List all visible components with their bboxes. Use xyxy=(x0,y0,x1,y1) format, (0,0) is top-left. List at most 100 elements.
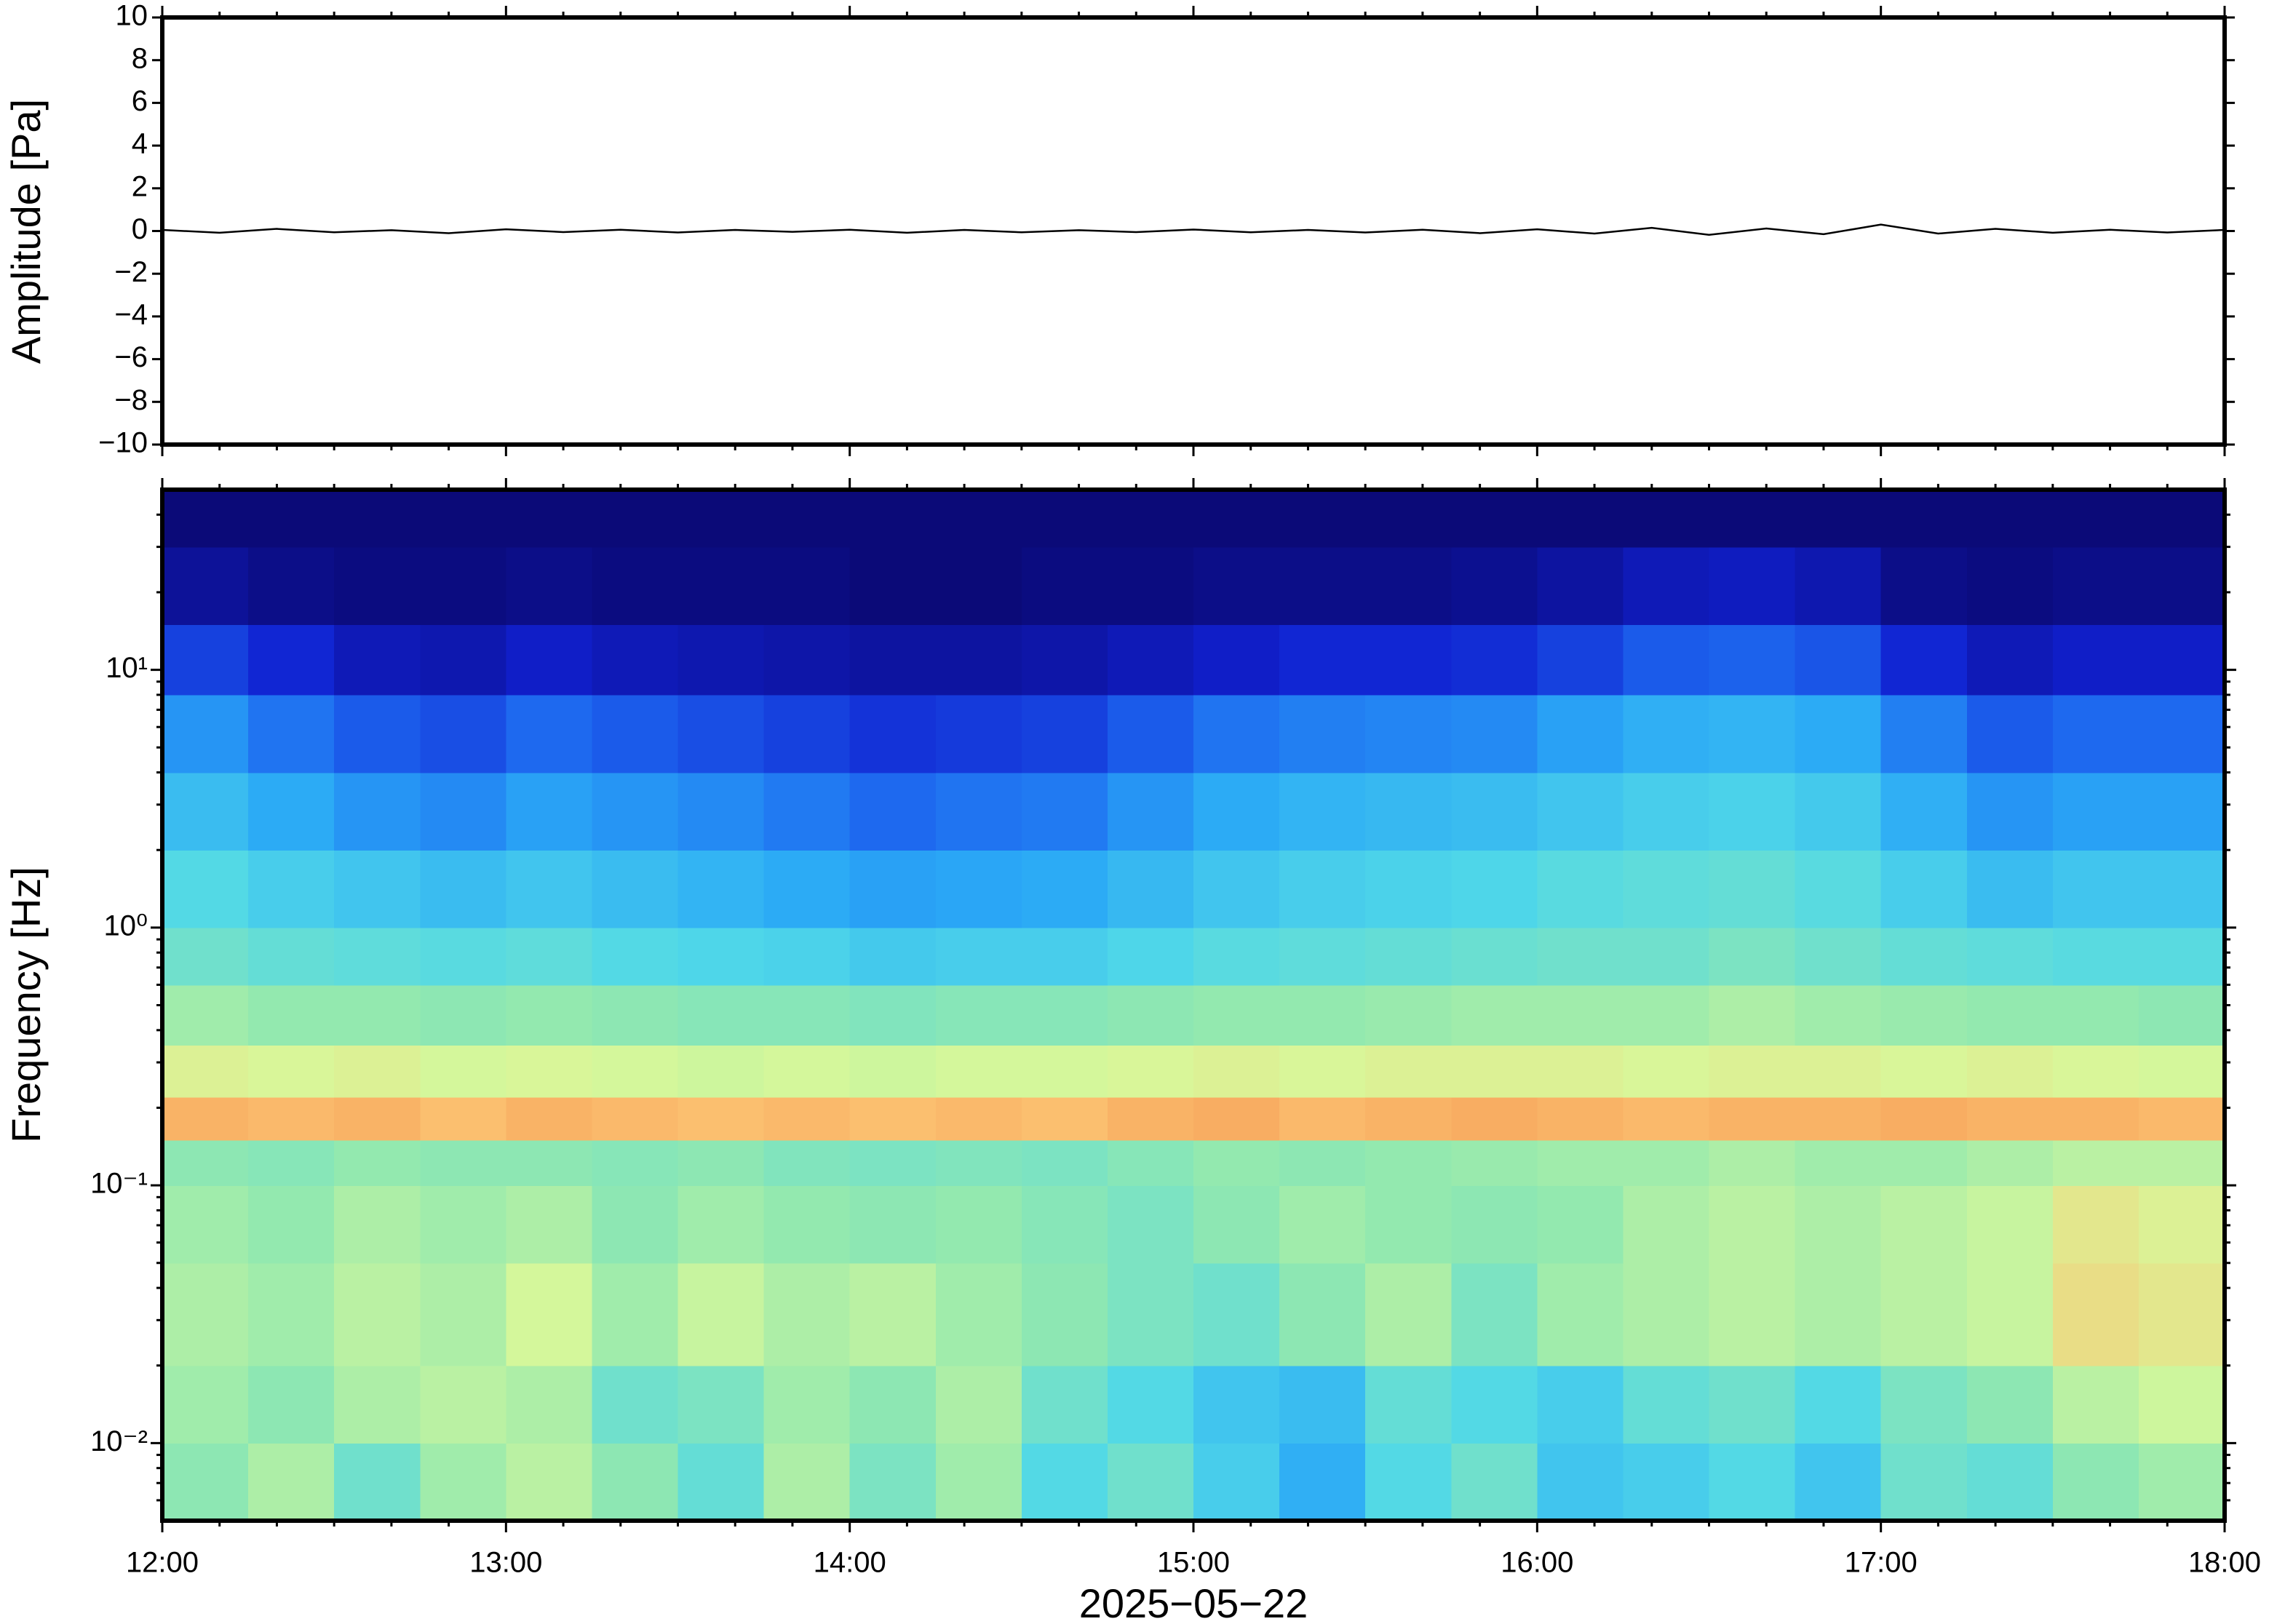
spectrogram-cell xyxy=(1107,1365,1194,1444)
spectrogram-cell xyxy=(1107,546,1194,626)
spectrogram-cell xyxy=(162,1139,249,1186)
spectrogram-cell xyxy=(1623,490,1710,548)
spectrogram-cell xyxy=(2052,1185,2139,1264)
spectrogram-cell xyxy=(1365,1185,1453,1264)
spectrogram-cell xyxy=(1193,1185,1280,1264)
spectrogram-cell xyxy=(1365,1365,1453,1444)
spectrogram-cell xyxy=(162,546,249,626)
spectrogram-cell xyxy=(1279,927,1366,986)
x-tick-label: 12:00 xyxy=(126,1547,199,1579)
spectrogram-cell xyxy=(1880,1096,1968,1141)
spectrogram-cell xyxy=(1709,490,1796,548)
spectrogram-cell xyxy=(2052,850,2139,928)
spectrogram-cell xyxy=(1880,1365,1968,1444)
spectrogram-cell xyxy=(1365,490,1453,548)
spectrogram-cell xyxy=(592,1139,679,1186)
spectrogram-cell xyxy=(1279,850,1366,928)
spectrogram-cell xyxy=(334,984,421,1046)
spectrogram-cell xyxy=(592,546,679,626)
spectrogram-cell xyxy=(2138,1045,2225,1098)
spectrogram-cell xyxy=(763,927,851,986)
spectrogram-cell xyxy=(1279,624,1366,696)
spectrogram-cell xyxy=(1623,927,1710,986)
spectrogram-cell xyxy=(1107,850,1194,928)
spectrogram-cell xyxy=(334,1443,421,1521)
spectrogram-cell xyxy=(2138,1365,2225,1444)
spectrogram-cell xyxy=(1623,694,1710,773)
spectrogram-cell xyxy=(1279,1443,1366,1521)
spectrogram-cell xyxy=(1966,772,2054,851)
spectrogram-cell xyxy=(1880,1185,1968,1264)
spectrogram-cell xyxy=(1021,1139,1108,1186)
spectrogram-cell xyxy=(162,490,249,548)
spectrogram-cell xyxy=(1021,490,1108,548)
spectrogram-cell xyxy=(592,1045,679,1098)
spectrogram-cell xyxy=(1623,772,1710,851)
spectrogram-cell xyxy=(1537,850,1624,928)
spectrogram-cell xyxy=(677,624,765,696)
spectrogram-cell xyxy=(2138,772,2225,851)
spectrogram-cell xyxy=(935,772,1022,851)
spectrogram-cell xyxy=(1709,546,1796,626)
spectrogram-cell xyxy=(849,624,937,696)
spectrogram-cell xyxy=(592,1096,679,1141)
spectrogram-cell xyxy=(1451,772,1538,851)
spectrogram-cell xyxy=(849,984,937,1046)
spectrogram-cell xyxy=(1880,772,1968,851)
spectrogram-cell xyxy=(849,1365,937,1444)
spectrogram-cell xyxy=(1279,1045,1366,1098)
spectrogram-cell xyxy=(849,490,937,548)
spectrogram-cell xyxy=(2052,927,2139,986)
y-tick-label: 6 xyxy=(132,85,148,117)
spectrogram-cell xyxy=(2052,490,2139,548)
spectrogram-cell xyxy=(1795,1096,1882,1141)
spectrogram-cell xyxy=(1709,927,1796,986)
spectrogram-cell xyxy=(677,1096,765,1141)
spectrogram-cell xyxy=(334,927,421,986)
spectrogram-cell xyxy=(1709,624,1796,696)
spectrogram-cell xyxy=(1966,694,2054,773)
spectrogram-cell xyxy=(420,624,507,696)
spectrogram-cell xyxy=(334,850,421,928)
spectrogram-cell xyxy=(1537,490,1624,548)
spectrogram-cell xyxy=(1880,490,1968,548)
spectrogram-cell xyxy=(1365,1045,1453,1098)
spectrogram-cell xyxy=(1709,772,1796,851)
spectrogram-cell xyxy=(1279,546,1366,626)
spectrogram-cell xyxy=(1795,927,1882,986)
spectrogram-cell xyxy=(1795,1045,1882,1098)
spectrogram-cell xyxy=(592,490,679,548)
spectrogram-cell xyxy=(162,1185,249,1264)
spectrogram-cell xyxy=(1365,984,1453,1046)
spectrogram-cell xyxy=(1537,1185,1624,1264)
spectrogram-cell xyxy=(935,1365,1022,1444)
spectrogram-cell xyxy=(849,1185,937,1264)
spectrogram-cell xyxy=(162,984,249,1046)
spectrogram-cell xyxy=(763,1139,851,1186)
spectrogram-cell xyxy=(677,1045,765,1098)
spectrogram-cell xyxy=(1279,772,1366,851)
spectrogram-cell xyxy=(677,927,765,986)
spectrogram-cell xyxy=(1193,1096,1280,1141)
spectrogram-cell xyxy=(420,1365,507,1444)
spectrogram-cell xyxy=(248,850,335,928)
spectrogram-cell xyxy=(506,1365,593,1444)
spectrogram-cell xyxy=(2052,984,2139,1046)
spectrogram-cell xyxy=(420,546,507,626)
spectrogram-cell xyxy=(1107,1096,1194,1141)
spectrogram-cell xyxy=(935,850,1022,928)
x-tick-label: 17:00 xyxy=(1845,1547,1918,1579)
spectrogram-cell xyxy=(1021,984,1108,1046)
spectrogram-cell xyxy=(1537,984,1624,1046)
spectrogram-cell xyxy=(849,694,937,773)
spectrogram-cell xyxy=(334,546,421,626)
spectrogram-cell xyxy=(248,1185,335,1264)
spectrogram-cell xyxy=(1795,1185,1882,1264)
spectrogram-cell xyxy=(1107,927,1194,986)
spectrogram-cell xyxy=(248,1443,335,1521)
spectrogram-cell xyxy=(1451,1139,1538,1186)
y-tick-label: 10¹ xyxy=(106,652,148,684)
spectrogram-cell xyxy=(1279,1185,1366,1264)
spectrogram-cell xyxy=(1537,694,1624,773)
spectrogram-cell xyxy=(1966,1096,2054,1141)
